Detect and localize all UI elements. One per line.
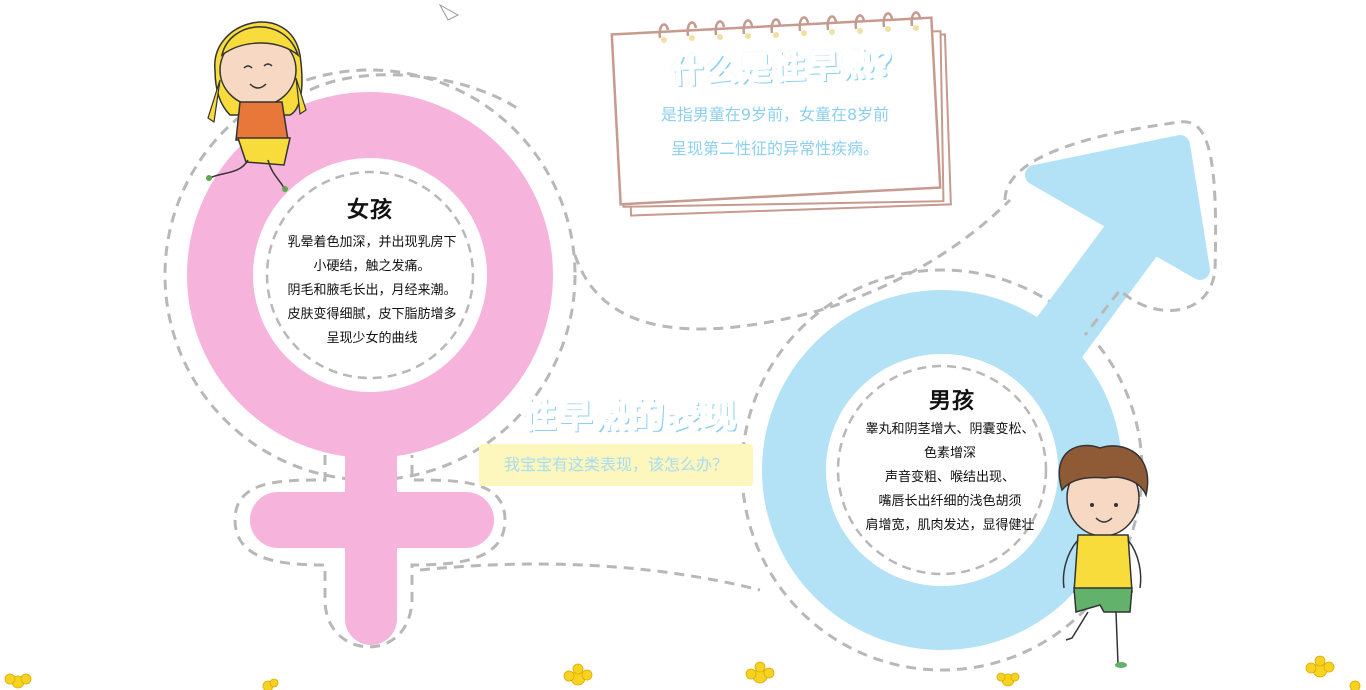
- boy-line: 肩增宽，肌肉发达，显得健壮: [865, 518, 1035, 533]
- center-title: 性早熟的表现: [521, 395, 738, 437]
- girl-cartoon-icon: [206, 21, 307, 192]
- girl-line: 乳晕着色加深，并出现乳房下: [287, 235, 457, 250]
- boy-description: 睾丸和阴茎增大、阴囊变松、 色素增深 声音变粗、喉结出现、 嘴唇长出纤细的浅色胡…: [845, 418, 1055, 538]
- center-subtitle: 我宝宝有这类表现，该怎么办？: [479, 444, 753, 486]
- note-line-1: 是指男童在9岁前，女童在8岁前: [660, 105, 890, 124]
- boy-cartoon-icon: [1058, 444, 1149, 668]
- boy-line: 声音变粗、喉结出现、: [884, 470, 1015, 485]
- dashed-path-bottom: [419, 562, 761, 592]
- girl-line: 皮肤变得细腻，皮下脂肪增多: [287, 307, 457, 322]
- female-symbol-icon: [163, 68, 577, 649]
- boy-title: 男孩: [928, 389, 975, 414]
- girl-line: 呈现少女的曲线: [326, 331, 418, 346]
- paper-plane-icon: [438, 3, 460, 21]
- note-line-2: 呈现第二性征的异常性疾病。: [670, 139, 879, 158]
- flower-icon: [4, 655, 1361, 690]
- male-symbol-icon: [740, 120, 1218, 672]
- girl-line: 阴毛和腋毛长出，月经来潮。: [287, 283, 457, 298]
- boy-line: 嘴唇长出纤细的浅色胡须: [878, 494, 1022, 509]
- dashed-path-top: [573, 198, 1012, 331]
- girl-line: 小硬结，触之发痛。: [313, 259, 431, 274]
- notepad-icon: [610, 11, 952, 217]
- boy-line: 色素增深: [923, 446, 976, 461]
- girl-title: 女孩: [346, 198, 393, 223]
- boy-line: 睾丸和阴茎增大、阴囊变松、: [865, 422, 1035, 437]
- girl-description: 乳晕着色加深，并出现乳房下 小硬结，触之发痛。 阴毛和腋毛长出，月经来潮。 皮肤…: [272, 231, 472, 351]
